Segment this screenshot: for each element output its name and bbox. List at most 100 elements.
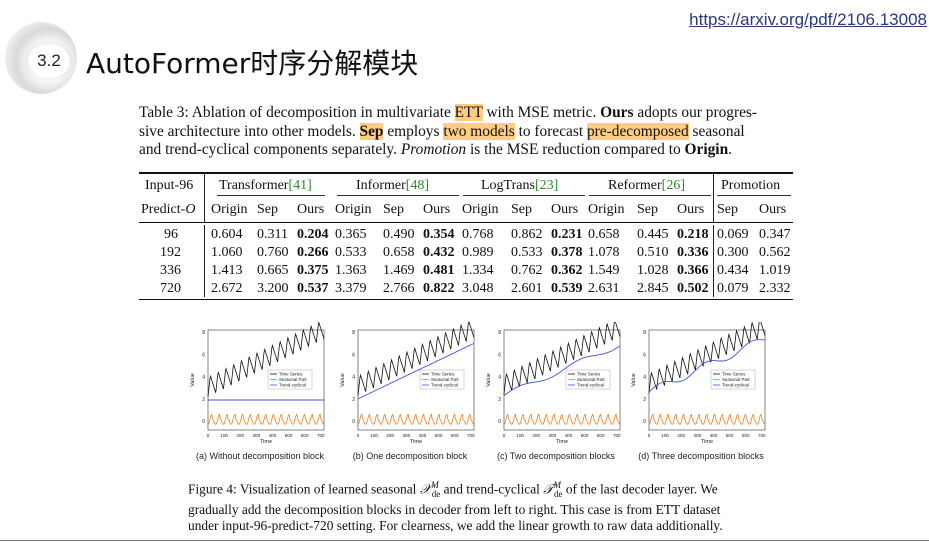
plot-frame: [207, 329, 325, 431]
table-cell: 2.766: [383, 280, 415, 296]
group-underline: [589, 194, 711, 196]
table-cell: 0.533: [335, 244, 367, 260]
y-tick-label: 2: [202, 397, 205, 403]
y-tick-label: 8: [202, 330, 205, 336]
figcap-line-2: gradually add the decomposition blocks i…: [188, 502, 721, 518]
table-cell: 0.375: [297, 262, 329, 278]
table-cell: 0.533: [511, 244, 543, 260]
x-tick-label: 100: [661, 433, 669, 438]
column-header: Ours: [759, 201, 787, 217]
table-cell: 2.672: [211, 280, 243, 296]
caption-promotion: Promotion: [400, 141, 467, 158]
column-header: Ours: [551, 201, 579, 217]
table-cell: 0.502: [677, 280, 709, 296]
table-cell: 0.762: [511, 262, 543, 278]
table-cell: 0.336: [677, 244, 709, 260]
section-number-badge: 3.2: [28, 44, 70, 78]
column-divider: [204, 278, 205, 297]
caption-text: Ablation of decomposition in multivariat…: [188, 104, 455, 121]
table-cell: 0.378: [551, 244, 583, 260]
table-cell: 0.362: [551, 262, 583, 278]
column-header: Ours: [423, 201, 451, 217]
table-cell: 2.631: [588, 280, 620, 296]
x-axis-label: Time: [701, 439, 713, 445]
table-cell: 0.434: [717, 262, 749, 278]
highlight-ett: ETT: [454, 104, 483, 121]
row-horizon: 192: [160, 244, 181, 260]
subfigure-caption: (b) One decomposition block: [352, 451, 468, 461]
y-tick-label: 2: [352, 397, 355, 403]
subfigure-caption: (c) Two decomposition blocks: [497, 451, 615, 461]
group-citation: [48]: [405, 177, 430, 193]
y-tick-label: 6: [498, 352, 501, 358]
highlight-pre-decomposed: pre-decomposed: [586, 122, 689, 140]
table-cell: 3.200: [257, 280, 289, 296]
caption-text: adopts our progres-: [633, 104, 758, 121]
table-bottom-rule: [139, 298, 793, 301]
x-tick-label: 400: [710, 433, 718, 438]
plot-canvas: 0 2 4 6 8 0 100 200 300 400 500 600 700 Value Time Time…: [631, 322, 766, 445]
source-link[interactable]: https://arxiv.org/pdf/2106.13008: [689, 10, 927, 29]
legend-label: Time Series: [722, 372, 746, 377]
table-cell: 0.365: [335, 226, 367, 242]
legend-label: Trend-cyclical: [577, 383, 604, 388]
row-horizon: 720: [160, 280, 181, 296]
ablation-table: Input-96 Transformer[41] Informer[48] Lo…: [139, 172, 793, 301]
column-header: Sep: [383, 201, 404, 217]
caption-text: seasonal: [688, 122, 745, 140]
series-line-time-series: [357, 322, 475, 396]
caption-text: and trend-cyclical components separately…: [139, 141, 401, 158]
column-header: Origin: [211, 201, 248, 217]
bottom-divider: [0, 540, 929, 541]
group-name: Informer: [356, 177, 406, 193]
x-tick-label: 300: [402, 433, 410, 438]
x-tick-label: 500: [726, 433, 734, 438]
group-citation: [23]: [534, 177, 559, 193]
group-citation: [26]: [661, 177, 685, 193]
legend-box: [565, 369, 611, 390]
table-cell: 1.078: [588, 244, 620, 260]
decomposition-figure: 0 2 4 6 8 0 100 200 300 400 500 600 700 Value Time Time…: [188, 322, 778, 464]
y-tick-label: 8: [643, 330, 646, 336]
x-tick-label: 600: [301, 433, 309, 438]
column-divider: [713, 224, 714, 243]
table-cell: 1.060: [211, 244, 243, 260]
y-tick-label: 0: [498, 419, 501, 425]
table-body: 96 0.604 0.311 0.204 0.365 0.490 0.354 0.768 0.8…: [139, 224, 793, 297]
table-cell: 0.079: [717, 280, 749, 296]
series-line-seasonal: [207, 413, 325, 425]
table-cell: 0.768: [462, 226, 494, 242]
table-cell: 0.989: [462, 244, 494, 260]
math-sub: de: [431, 489, 441, 500]
x-tick-label: 400: [419, 433, 427, 438]
group-reformer: Reformer[26]: [608, 178, 685, 194]
decomposition-plot: 0 2 4 6 8 0 100 200 300 400 500 600 700 Value Time Time…: [629, 322, 769, 464]
decomposition-plot: 0 2 4 6 8 0 100 200 300 400 500 600 700 Value Time Time…: [188, 322, 328, 464]
series-line-time-series: [648, 322, 766, 394]
column-divider: [204, 242, 205, 261]
series-line-time-series: [503, 322, 621, 395]
table-row: 720 2.672 3.200 0.537 3.379 2.766 0.822 3.048 2.…: [139, 278, 793, 297]
legend-label: Seasonal Part: [722, 377, 750, 382]
series-line-seasonal: [648, 413, 766, 425]
table-cell: 0.658: [588, 226, 620, 242]
caption-ours: Ours: [600, 104, 634, 121]
input-label: Input-96: [145, 177, 194, 193]
y-tick-label: 4: [498, 375, 501, 381]
group-underline: [217, 194, 325, 196]
x-tick-label: 200: [677, 433, 685, 438]
highlight-sep: Sep: [359, 122, 384, 140]
table-cell: 1.028: [637, 262, 669, 278]
table-cell: 1.363: [335, 262, 367, 278]
x-tick-label: 100: [370, 433, 378, 438]
table-cell: 0.366: [677, 262, 709, 278]
column-divider: [713, 278, 714, 297]
math-seasonal: 𝒳: [419, 481, 432, 497]
table-top-rule: [139, 172, 793, 174]
plot-canvas: 0 2 4 6 8 0 100 200 300 400 500 600 700 Value Time Time…: [190, 322, 325, 445]
column-divider: [713, 173, 714, 198]
x-tick-label: 300: [693, 433, 701, 438]
y-tick-label: 2: [643, 397, 646, 403]
x-tick-label: 600: [451, 433, 459, 438]
table-cell: 0.537: [297, 280, 329, 296]
